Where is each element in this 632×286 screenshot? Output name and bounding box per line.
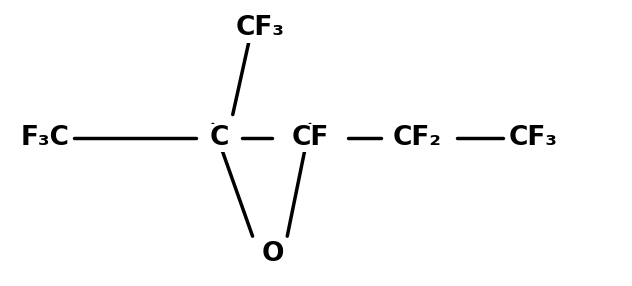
Text: F₃C: F₃C [21, 125, 70, 151]
Text: CF: CF [291, 125, 329, 151]
Text: CF₃: CF₃ [509, 125, 557, 151]
Text: O: O [261, 241, 284, 267]
Text: CF₃: CF₃ [236, 15, 284, 41]
Text: CF₂: CF₂ [392, 125, 442, 151]
Text: C: C [209, 125, 229, 151]
